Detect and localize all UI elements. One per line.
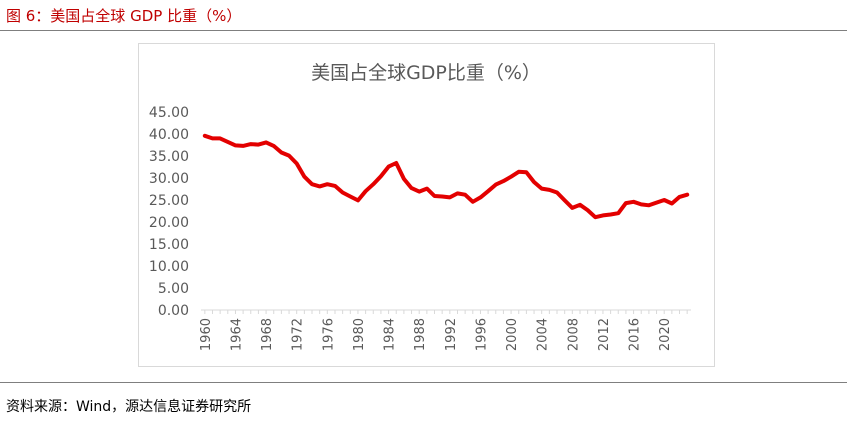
x-tick-label: 1980 <box>352 318 367 351</box>
figure-caption: 图 6：美国占全球 GDP 比重（%） <box>6 7 242 25</box>
x-tick-label: 1984 <box>383 318 398 351</box>
x-tick-label: 1972 <box>291 318 306 351</box>
y-tick-label: 25.00 <box>149 193 189 209</box>
x-tick-label: 2008 <box>566 318 581 351</box>
y-tick-label: 10.00 <box>149 259 189 275</box>
x-tick-label: 2004 <box>536 318 551 351</box>
source-note: 资料来源：Wind，源达信息证券研究所 <box>6 399 252 415</box>
x-tick-label: 2016 <box>628 318 643 351</box>
series-layer <box>202 133 690 220</box>
y-tick-label: 15.00 <box>149 237 189 253</box>
x-tick-label: 1960 <box>199 318 214 351</box>
y-tick-label: 20.00 <box>149 215 189 231</box>
y-tick-label: 45.00 <box>149 105 189 121</box>
x-tick-label: 1964 <box>229 318 244 351</box>
chart-title: 美国占全球GDP比重（%） <box>311 62 541 84</box>
line-chart: 美国占全球GDP比重（%） 0.00 5.00 10.00 15.00 20.00 25.… <box>149 62 691 351</box>
y-tick-label: 5.00 <box>158 281 189 297</box>
y-tick-label: 40.00 <box>149 127 189 143</box>
source-rule <box>0 382 847 383</box>
y-tick-label: 30.00 <box>149 171 189 187</box>
x-tick-label: 1992 <box>444 318 459 351</box>
x-tick-label: 1968 <box>260 318 275 351</box>
y-tick-label: 0.00 <box>158 303 189 319</box>
x-tick-label: 1988 <box>413 318 428 351</box>
x-tick-label: 2020 <box>658 318 673 351</box>
x-tick-label: 2000 <box>505 318 520 351</box>
y-tick-label: 35.00 <box>149 149 189 165</box>
caption-rule <box>0 30 847 31</box>
x-tick-label: 2012 <box>597 318 612 351</box>
y-axis: 0.00 5.00 10.00 15.00 20.00 25.00 30.00 35.00 40… <box>149 105 189 319</box>
x-tick-label: 1996 <box>474 318 489 351</box>
x-axis: 1960 1964 1968 1972 1976 1980 1984 1988 1992 1996… <box>199 309 691 351</box>
x-tick-label: 1976 <box>321 318 336 351</box>
chart-panel: 美国占全球GDP比重（%） 0.00 5.00 10.00 15.00 20.00 25.… <box>138 43 715 367</box>
series-line <box>202 133 690 220</box>
